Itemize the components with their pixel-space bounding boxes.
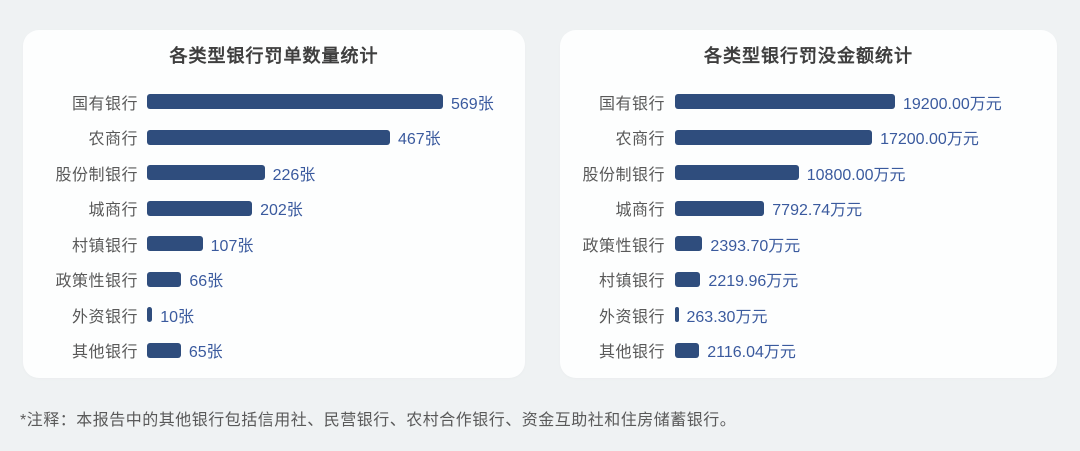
value-label: 2219.96万元 bbox=[708, 273, 799, 291]
bar bbox=[675, 307, 679, 323]
bar bbox=[147, 271, 182, 287]
bar bbox=[675, 165, 799, 181]
bar bbox=[147, 165, 265, 181]
value-label: 7792.74万元 bbox=[772, 202, 863, 220]
bar-row: 外资银行 10张 bbox=[23, 297, 525, 333]
bar-row: 政策性银行 66张 bbox=[23, 262, 525, 298]
penalty-count-chart-rows: 国有银行 569张 农商行 467张 股份制银行 226张 城商行 202张 村… bbox=[23, 84, 525, 368]
category-label: 政策性银行 bbox=[55, 273, 138, 291]
bar-row: 其他银行 65张 bbox=[23, 333, 525, 369]
bar-row: 股份制银行 10800.00万元 bbox=[560, 155, 1057, 191]
fine-amount-chart-rows: 国有银行 19200.00万元 农商行 17200.00万元 股份制银行 108… bbox=[560, 84, 1057, 368]
bar-row: 政策性银行 2393.70万元 bbox=[560, 226, 1057, 262]
value-label: 263.30万元 bbox=[686, 308, 768, 326]
value-label: 66张 bbox=[189, 273, 224, 291]
fine-amount-chart-title: 各类型银行罚没金额统计 bbox=[704, 46, 913, 66]
category-label: 其他银行 bbox=[598, 344, 665, 362]
fine-amount-chart-card: 各类型银行罚没金额统计 国有银行 19200.00万元 农商行 17200.00… bbox=[560, 30, 1057, 378]
bar-row: 城商行 202张 bbox=[23, 191, 525, 227]
category-label: 其他银行 bbox=[71, 344, 138, 362]
bar bbox=[675, 342, 700, 358]
value-label: 2116.04万元 bbox=[707, 344, 796, 362]
bar bbox=[675, 271, 701, 287]
value-label: 2393.70万元 bbox=[710, 237, 801, 255]
category-label: 政策性银行 bbox=[582, 237, 665, 255]
category-label: 城商行 bbox=[615, 202, 665, 220]
bar-row: 国有银行 19200.00万元 bbox=[560, 84, 1057, 120]
value-label: 467张 bbox=[397, 131, 441, 149]
bar bbox=[675, 200, 765, 216]
bar bbox=[147, 200, 253, 216]
value-label: 65张 bbox=[188, 344, 223, 362]
bar-row: 农商行 17200.00万元 bbox=[560, 120, 1057, 156]
value-label: 226张 bbox=[272, 166, 316, 184]
category-label: 农商行 bbox=[615, 131, 665, 149]
value-label: 10张 bbox=[160, 308, 194, 326]
bar-row: 外资银行 263.30万元 bbox=[560, 297, 1057, 333]
bar-row: 农商行 467张 bbox=[23, 120, 525, 156]
bar-row: 村镇银行 107张 bbox=[23, 226, 525, 262]
category-label: 国有银行 bbox=[598, 95, 665, 113]
penalty-count-chart-card: 各类型银行罚单数量统计 国有银行 569张 农商行 467张 股份制银行 226… bbox=[23, 30, 525, 378]
category-label: 股份制银行 bbox=[55, 166, 138, 184]
category-label: 城商行 bbox=[88, 202, 138, 220]
footnote: *注释：本报告中的其他银行包括信用社、民营银行、农村合作银行、资金互助社和住房储… bbox=[20, 412, 737, 429]
bar-row: 其他银行 2116.04万元 bbox=[560, 333, 1057, 369]
value-label: 202张 bbox=[260, 202, 303, 220]
bar bbox=[147, 129, 390, 145]
category-label: 村镇银行 bbox=[71, 237, 138, 255]
bar-row: 城商行 7792.74万元 bbox=[560, 191, 1057, 227]
bar bbox=[147, 94, 443, 110]
bar bbox=[147, 342, 181, 358]
value-label: 107张 bbox=[210, 237, 254, 255]
category-label: 农商行 bbox=[88, 131, 138, 149]
bar bbox=[675, 129, 873, 145]
bar-row: 国有银行 569张 bbox=[23, 84, 525, 120]
value-label: 569张 bbox=[451, 95, 494, 113]
category-label: 村镇银行 bbox=[598, 273, 665, 291]
bar bbox=[147, 307, 153, 323]
value-label: 10800.00万元 bbox=[806, 166, 906, 184]
value-label: 19200.00万元 bbox=[903, 95, 1002, 113]
penalty-count-chart-title: 各类型银行罚单数量统计 bbox=[169, 46, 379, 66]
bar bbox=[147, 236, 203, 252]
category-label: 国有银行 bbox=[71, 95, 138, 113]
category-label: 外资银行 bbox=[598, 308, 665, 326]
bar-row: 股份制银行 226张 bbox=[23, 155, 525, 191]
bar bbox=[675, 236, 703, 252]
category-label: 股份制银行 bbox=[582, 166, 665, 184]
category-label: 外资银行 bbox=[71, 308, 138, 326]
bar bbox=[675, 94, 895, 110]
value-label: 17200.00万元 bbox=[880, 131, 979, 149]
bar-row: 村镇银行 2219.96万元 bbox=[560, 262, 1057, 298]
